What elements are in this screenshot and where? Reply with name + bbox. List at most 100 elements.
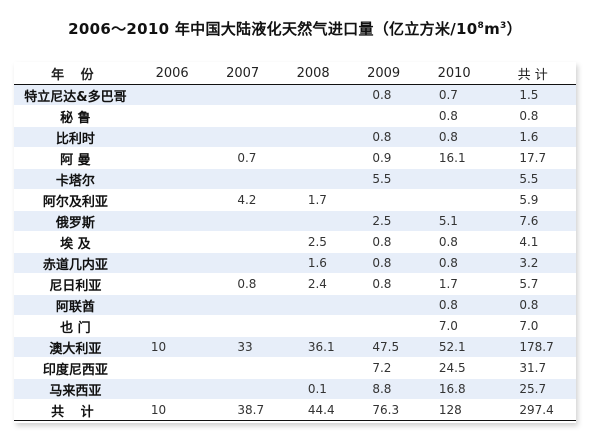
cell-2008: 1.6: [277, 252, 349, 274]
cell-2007: 4.2: [207, 189, 278, 211]
cell-total: 0.8: [489, 294, 576, 316]
cell-total: 4.1: [489, 231, 576, 253]
cell-2007: [207, 294, 278, 316]
cell-total: 25.7: [489, 378, 576, 400]
cell-2009-value: 0.8: [372, 256, 392, 270]
table-row: 卡塔尔 5.5 5.5: [14, 168, 576, 190]
cell-2009: 76.3: [348, 399, 419, 421]
cell-total-value: 178.7: [519, 340, 554, 354]
cell-2010: 16.1: [418, 147, 490, 169]
cell-2006: [136, 231, 208, 253]
cell-2008: [277, 168, 349, 190]
cell-2010-value: 24.5: [438, 361, 466, 375]
cell-2006: 10: [136, 336, 208, 358]
title-unit: m: [484, 20, 500, 38]
cell-2007: 38.7: [207, 399, 278, 421]
table-row: 赤道几内亚 1.6 0.8 0.8 3.2: [14, 252, 576, 274]
cell-2006: [136, 273, 208, 295]
cell-2010-value: 0.8: [438, 256, 458, 270]
cell-2008: [277, 126, 349, 148]
cell-2010-value: 7.0: [438, 319, 458, 333]
cell-2010: [418, 168, 490, 190]
cell-2007-value: 4.2: [237, 193, 257, 207]
country-name: 埃 及: [14, 231, 137, 253]
cell-2008-value: 0.1: [307, 382, 327, 396]
cell-2010-value: 128: [438, 403, 462, 417]
cell-2010-value: 0.8: [438, 109, 458, 123]
table-row: 阿联酋 0.8 0.8: [14, 294, 576, 316]
header-2009: 2009: [348, 62, 419, 85]
country-name: 赤道几内亚: [14, 252, 137, 274]
country-name: 也 门: [14, 315, 137, 337]
cell-total: 7.6: [489, 210, 576, 232]
cell-2006-value: 10: [150, 403, 167, 417]
cell-2007-value: 0.8: [237, 277, 257, 291]
country-name: 比利时: [14, 126, 137, 148]
country-name: 卡塔尔: [14, 168, 137, 190]
cell-2009-value: 0.9: [372, 151, 392, 165]
country-name: 阿 曼: [14, 147, 137, 169]
table-title: 2006～2010 年中国大陆液化天然气进口量（亿立方米/108m3）: [0, 18, 590, 39]
cell-total: 5.7: [489, 273, 576, 295]
cell-total-value: 17.7: [519, 151, 547, 165]
cell-2009-value: 5.5: [372, 172, 392, 186]
cell-2010: 0.8: [418, 105, 490, 127]
cell-2009: 0.8: [348, 231, 419, 253]
country-name: 特立尼达&多巴哥: [14, 84, 137, 106]
cell-2010-value: 16.8: [438, 382, 466, 396]
cell-2007: [207, 315, 278, 337]
total-row: 共 计 10 38.7 44.4 76.3 128 297.4: [14, 399, 576, 421]
cell-2010: 1.7: [418, 273, 490, 295]
title-text: 2006～2010 年中国大陆液化天然气进口量（亿立方米/10: [68, 20, 478, 38]
cell-2008: 36.1: [277, 336, 349, 358]
cell-2008-value: 36.1: [307, 340, 335, 354]
cell-2007: 0.8: [207, 273, 278, 295]
country-name: 阿联酋: [14, 294, 137, 316]
cell-2006-value: 10: [150, 340, 167, 354]
cell-2010-value: 0.8: [438, 298, 458, 312]
cell-total: 5.9: [489, 189, 576, 211]
cell-2009: 47.5: [348, 336, 419, 358]
cell-2006: [136, 252, 208, 274]
country-name: 秘 鲁: [14, 105, 137, 127]
table-row: 埃 及 2.5 0.8 0.8 4.1: [14, 231, 576, 253]
cell-2007: [207, 231, 278, 253]
cell-total: 1.6: [489, 126, 576, 148]
cell-total: 297.4: [489, 399, 576, 421]
cell-2008: [277, 210, 349, 232]
cell-2010-value: 0.8: [438, 130, 458, 144]
cell-total: 1.5: [489, 84, 576, 106]
table-row: 比利时 0.8 0.8 1.6: [14, 126, 576, 148]
header-2010: 2010: [418, 62, 490, 85]
cell-2009: [348, 189, 419, 211]
cell-2008: [277, 84, 349, 106]
cell-2010: 0.8: [418, 126, 490, 148]
country-name: 阿尔及利亚: [14, 189, 137, 211]
cell-total-value: 5.5: [519, 172, 539, 186]
cell-2009: [348, 294, 419, 316]
cell-2009-value: 0.8: [372, 235, 392, 249]
country-name: 印度尼西亚: [14, 357, 137, 379]
title-exponent-1: 8: [477, 21, 485, 31]
cell-2010: [418, 189, 490, 211]
header-total: 共 计: [489, 62, 576, 85]
table-row: 特立尼达&多巴哥 0.8 0.7 1.5: [14, 84, 576, 106]
cell-total: 3.2: [489, 252, 576, 274]
cell-2007-value: 38.7: [237, 403, 265, 417]
cell-2008: 2.4: [277, 273, 349, 295]
cell-2010: 5.1: [418, 210, 490, 232]
cell-2007: [207, 357, 278, 379]
header-2008: 2008: [277, 62, 349, 85]
cell-2010: 128: [418, 399, 490, 421]
cell-2010: 0.8: [418, 294, 490, 316]
cell-total-value: 1.6: [519, 130, 539, 144]
cell-2007: [207, 168, 278, 190]
data-table: 年 份 2006 2007 2008 2009 2010 共 计 特立尼达&多巴…: [14, 62, 576, 421]
cell-total-value: 31.7: [519, 361, 547, 375]
cell-2006: [136, 189, 208, 211]
cell-total: 178.7: [489, 336, 576, 358]
cell-2006: [136, 84, 208, 106]
cell-2008: [277, 294, 349, 316]
cell-2008-value: 1.7: [307, 193, 327, 207]
cell-total-value: 0.8: [519, 298, 539, 312]
